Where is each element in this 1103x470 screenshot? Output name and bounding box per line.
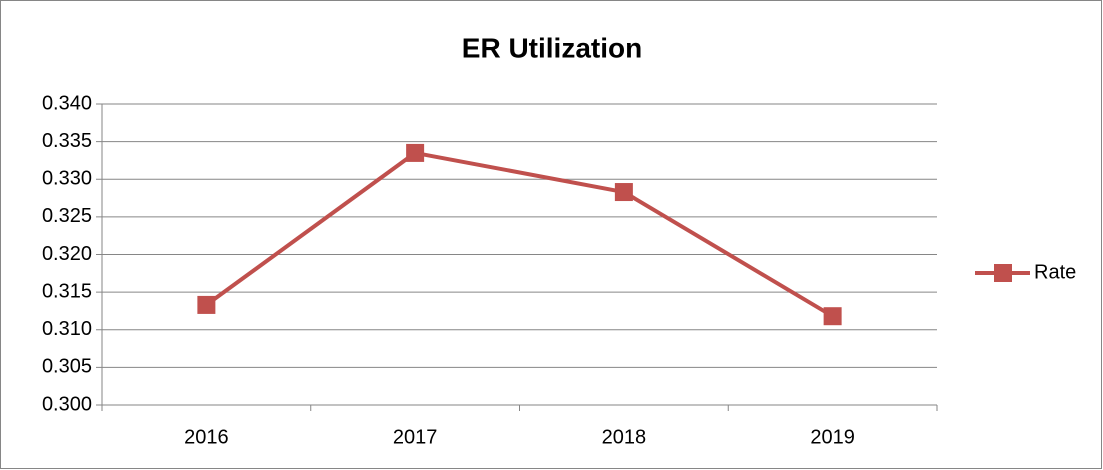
- x-tick-label: 2016: [184, 426, 229, 448]
- series-line: [205, 150, 834, 318]
- y-tick-label: 0.300: [42, 393, 92, 415]
- point-marker: [823, 307, 842, 326]
- y-tick-label: 0.320: [42, 243, 92, 265]
- y-tick-label: 0.340: [42, 92, 92, 114]
- y-tick-label: 0.330: [42, 168, 92, 190]
- y-tick-label: 0.325: [42, 205, 92, 227]
- chart-title: ER Utilization: [462, 32, 642, 63]
- y-tick-label: 0.315: [42, 280, 92, 302]
- x-tick-label: 2019: [810, 426, 855, 448]
- y-tick-label: 0.310: [42, 318, 92, 340]
- legend-marker: [994, 264, 1012, 282]
- point-marker: [197, 295, 216, 314]
- legend-label: Rate: [1034, 261, 1076, 283]
- y-tick-label: 0.305: [42, 356, 92, 378]
- point-marker: [406, 143, 425, 162]
- point-marker: [614, 183, 633, 202]
- x-tick-label: 2018: [602, 426, 647, 448]
- y-tick-label: 0.335: [42, 130, 92, 152]
- x-tick-label: 2017: [393, 426, 438, 448]
